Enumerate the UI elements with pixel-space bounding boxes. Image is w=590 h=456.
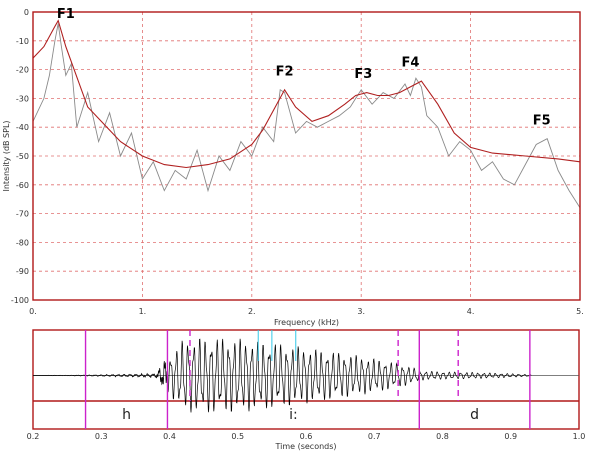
formant-label: F1 [57, 7, 75, 22]
y-tick-label: -70 [16, 210, 29, 219]
envelope-line [32, 19, 581, 169]
x-tick-label: 0.8 [436, 432, 449, 441]
waveform-frame [32, 329, 580, 430]
y-tick-label: -50 [16, 152, 29, 161]
y-tick-label: -100 [11, 296, 29, 305]
y-tick-label: -30 [16, 94, 29, 103]
y-tick-label: -80 [16, 238, 29, 247]
y-axis-label: Intensity (dB SPL) [2, 120, 11, 191]
spectrum-line [32, 23, 581, 209]
x-tick-label: 5. [576, 307, 584, 316]
x-tick-label: 0.9 [504, 432, 517, 441]
y-tick-label: -60 [16, 181, 29, 190]
y-tick-label: 0 [24, 8, 29, 17]
formant-label: F4 [401, 56, 419, 71]
x-axis-label: Frequency (kHz) [274, 318, 339, 327]
y-tick-label: -90 [16, 267, 29, 276]
waveform-line [33, 338, 532, 413]
formant-label: F3 [354, 67, 372, 82]
y-tick-label: -20 [16, 66, 29, 75]
x-tick-label: 0.6 [300, 432, 313, 441]
x-tick-label: 1. [139, 307, 147, 316]
x-tick-label: 0. [29, 307, 37, 316]
x-tick-label: 0.5 [231, 432, 244, 441]
x-tick-label: 4. [467, 307, 475, 316]
segment-label: i: [289, 407, 298, 423]
x-tick-label: 0.7 [368, 432, 381, 441]
segment-label: d [470, 407, 479, 423]
x-tick-label: 1.0 [573, 432, 586, 441]
y-tick-label: -10 [16, 37, 29, 46]
x-tick-label: 2. [248, 307, 256, 316]
x-tick-label: 0.4 [163, 432, 176, 441]
formant-label: F5 [533, 113, 551, 128]
y-tick-label: -40 [16, 123, 29, 132]
x-tick-label: 0.2 [27, 432, 40, 441]
x-tick-label: 0.3 [95, 432, 108, 441]
segment-label: h [122, 407, 131, 423]
waveform-panel: h i: d 0.2 0.3 0.4 0.5 0.6 0.7 0.8 0.9 1.0 Time (sec… [27, 329, 586, 451]
formant-label: F2 [276, 64, 294, 79]
spectrum-frame [32, 11, 581, 301]
x-axis-label: Time (seconds) [274, 442, 336, 451]
x-tick-label: 3. [357, 307, 365, 316]
